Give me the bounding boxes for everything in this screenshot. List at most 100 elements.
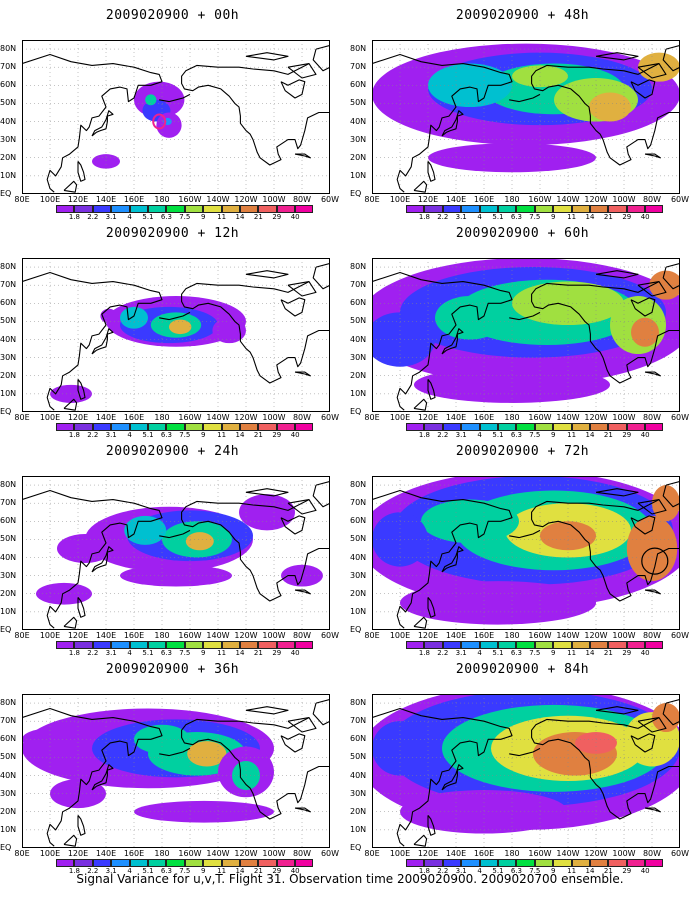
colorbar-tick-label: 7.5 — [529, 649, 541, 657]
variance-region — [57, 533, 113, 563]
colorbar-tick-label: 21 — [603, 431, 613, 439]
variance-region — [134, 800, 274, 823]
colorbar-swatch — [276, 423, 296, 431]
coastline — [595, 52, 639, 61]
colorbar-tick-label: 1.8 — [68, 213, 80, 221]
coastline — [531, 281, 680, 384]
colorbar-swatch — [92, 423, 112, 431]
colorbar-tick-label: 11 — [567, 649, 577, 657]
colorbar-tick-label: 1.8 — [68, 649, 80, 657]
longitude-label: 60W — [320, 413, 340, 422]
coastline — [280, 733, 306, 753]
latitude-label: 20N — [0, 806, 17, 816]
latitude-label: 50N — [350, 98, 367, 108]
colorbar-swatch — [626, 859, 646, 867]
longitude-label: 80E — [14, 195, 30, 204]
coastline — [159, 529, 191, 539]
colorbar-tick-label: 1.8 — [68, 431, 80, 439]
colorbar-labels: 1.8 2.2 3.1 4 5.1 6.3 7.5 9 11 14 21 29 40 — [406, 867, 668, 876]
map-panel: 2009020900 + 48h 80N 70N 60N 50N 40N 30N 20N 10N… — [350, 0, 695, 221]
colorbar-tick-label: 14 — [235, 867, 245, 875]
colorbar-tick-label: 4 — [477, 649, 482, 657]
colorbar-swatch — [645, 205, 664, 213]
colorbar-tick-label: 7.5 — [529, 431, 541, 439]
colorbar-swatch — [276, 859, 296, 867]
colorbar-swatch — [461, 423, 480, 431]
coastline — [245, 488, 289, 497]
colorbar-swatch — [442, 641, 462, 649]
colorbar-tick-label: 1.8 — [418, 867, 430, 875]
latitude-label: 70N — [350, 62, 367, 72]
map-svg — [22, 476, 330, 630]
variance-region — [372, 721, 428, 776]
longitude-label: 80W — [642, 413, 662, 422]
colorbar-swatch — [203, 205, 222, 213]
coastline — [644, 589, 661, 595]
colorbar-swatch — [479, 859, 498, 867]
map-frame — [22, 258, 330, 412]
colorbar-swatch — [645, 859, 664, 867]
coastline — [637, 717, 667, 733]
colorbar-swatch — [147, 205, 167, 213]
map-panel: 2009020900 + 12h 80N 70N 60N 50N 40N 30N 20N 10N… — [0, 218, 345, 439]
colorbar-swatch — [203, 641, 222, 649]
colorbar-swatch — [497, 641, 517, 649]
longitude-label: 120E — [67, 413, 89, 422]
latitude-label: 60N — [350, 734, 367, 744]
colorbar-tick-label: 40 — [640, 649, 650, 657]
colorbar-swatch — [166, 205, 185, 213]
coastline — [441, 110, 464, 137]
colorbar-swatch — [534, 859, 554, 867]
colorbar — [406, 859, 664, 869]
colorbar-swatch — [626, 205, 646, 213]
variance-map — [372, 694, 680, 848]
coastline — [159, 311, 191, 321]
latitude-label: 70N — [0, 280, 17, 290]
latitude-label: 70N — [350, 716, 367, 726]
colorbar-swatch — [111, 423, 130, 431]
longitude-label: 180 — [154, 631, 170, 640]
coastline — [22, 271, 163, 411]
longitude-label: 80E — [14, 413, 30, 422]
colorbar-swatch — [276, 641, 296, 649]
longitude-label: 60W — [670, 413, 690, 422]
longitude-label: 160E — [473, 195, 495, 204]
latitude-label: 80N — [0, 698, 17, 708]
colorbar-tick-label: 6.3 — [160, 867, 172, 875]
coastline — [372, 53, 513, 193]
variance-region — [372, 312, 435, 367]
latitude-label: 60N — [0, 298, 17, 308]
longitude-label: 140W — [206, 631, 230, 640]
latitude-label: 40N — [350, 116, 367, 126]
latitude-label: 80N — [350, 262, 367, 272]
coastline — [287, 717, 317, 733]
longitude-label: 120W — [234, 849, 258, 858]
colorbar-swatch — [129, 859, 148, 867]
latitude-label: 70N — [350, 280, 367, 290]
colorbar-tick-label: 2.2 — [87, 213, 99, 221]
colorbar-tick-label: 9 — [550, 431, 556, 439]
latitude-label: 70N — [350, 498, 367, 508]
longitude-label: 100E — [389, 631, 411, 640]
latitude-label: EQ — [350, 189, 362, 198]
colorbar — [56, 641, 314, 651]
colorbar-tick-label: 2.2 — [87, 867, 99, 875]
coastline — [280, 297, 306, 317]
colorbar-swatch — [553, 423, 572, 431]
coastline — [91, 764, 114, 791]
latitude-label: 80N — [350, 480, 367, 490]
colorbar-swatch — [129, 641, 148, 649]
colorbar-tick-label: 7.5 — [179, 649, 191, 657]
colorbar-labels: 1.8 2.2 3.1 4 5.1 6.3 7.5 9 11 14 21 29 40 — [56, 431, 318, 440]
colorbar-tick-label: 11 — [217, 431, 227, 439]
longitude-label: 80W — [292, 631, 312, 640]
longitude-label: 100E — [39, 631, 61, 640]
variance-region — [239, 494, 295, 531]
panel-title: 2009020900 + 48h — [455, 8, 590, 23]
longitude-label: 120E — [67, 849, 89, 858]
colorbar-tick-label: 6.3 — [510, 867, 522, 875]
coastline — [91, 546, 114, 573]
colorbar-swatch — [74, 205, 93, 213]
coastline — [531, 499, 680, 602]
longitude-label: 120E — [417, 413, 439, 422]
